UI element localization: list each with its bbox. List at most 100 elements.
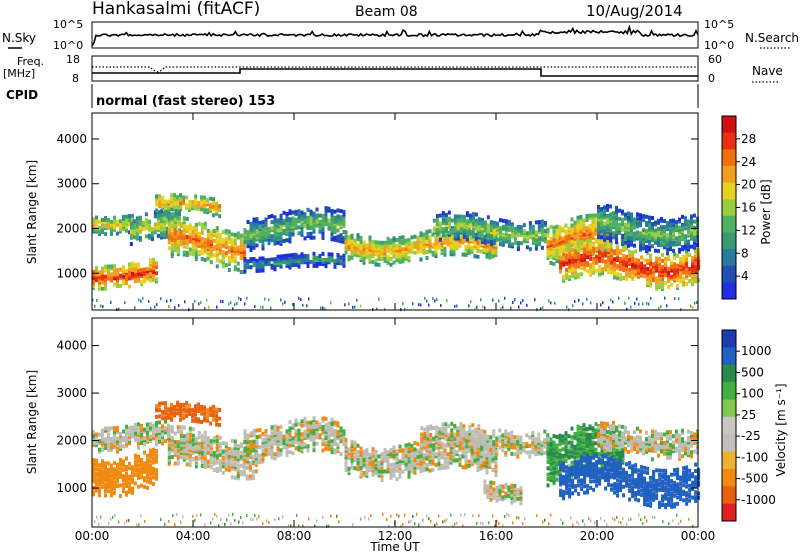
- velocity-echo-cell: [131, 434, 134, 439]
- velocity-echo-cell: [122, 435, 125, 440]
- velocity-echo-cell: [444, 430, 448, 435]
- velocity-echo-cell: [273, 439, 277, 444]
- power-echo-cell: [419, 231, 423, 236]
- velocity-echo-cell: [419, 467, 423, 471]
- velocity-echo-cell: [212, 413, 216, 418]
- velocity-echo-cell: [173, 452, 177, 457]
- velocity-echo-cell: [321, 431, 325, 436]
- power-scatter-cell: [608, 306, 610, 310]
- power-echo-cell: [401, 251, 405, 256]
- power-echo-cell: [592, 246, 596, 251]
- power-scatter-cell: [348, 302, 350, 306]
- velocity-echo-cell: [407, 472, 411, 477]
- velocity-echo-cell: [297, 445, 301, 450]
- power-scatter-cell: [434, 299, 436, 303]
- power-echo-cell: [648, 215, 651, 220]
- power-echo-cell: [347, 239, 351, 244]
- power-echo-cell: [676, 277, 680, 282]
- velocity-echo-cell: [456, 438, 460, 443]
- velocity-echo-cell: [221, 460, 225, 465]
- power-echo-cell: [471, 230, 475, 235]
- power-echo-cell: [654, 248, 657, 253]
- velocity-echo-cell: [116, 449, 119, 454]
- power-echo-cell: [333, 235, 337, 240]
- velocity-echo-cell: [149, 426, 152, 431]
- velocity-echo-cell: [170, 446, 174, 451]
- velocity-echo-cell: [344, 463, 348, 468]
- power-echo-cell: [519, 241, 523, 246]
- velocity-echo-cell: [294, 418, 298, 423]
- power-scatter-cell: [482, 305, 484, 309]
- power-echo-cell: [336, 208, 340, 213]
- velocity-echo-cell: [167, 436, 171, 441]
- velocity-echo-cell: [306, 427, 310, 432]
- velocity-echo-cell: [389, 454, 393, 459]
- power-echo-cell: [342, 257, 346, 262]
- velocity-echo-cell: [113, 426, 116, 431]
- velocity-echo-cell: [236, 446, 240, 451]
- power-echo-cell: [270, 238, 274, 243]
- velocity-echo-cell: [215, 460, 219, 465]
- power-scatter-cell: [298, 296, 300, 300]
- velocity-echo-cell: [146, 473, 149, 478]
- power-echo-cell: [297, 225, 301, 230]
- power-echo-cell: [537, 224, 541, 229]
- velocity-echo-cell: [440, 453, 444, 458]
- velocity-echo-cell: [410, 450, 414, 455]
- velocity-echo-cell: [425, 454, 429, 459]
- power-echo-cell: [312, 217, 316, 222]
- velocity-echo-cell: [143, 461, 146, 466]
- velocity-echo-cell: [479, 455, 483, 460]
- power-echo-cell: [191, 204, 195, 209]
- power-echo-cell: [236, 235, 240, 240]
- velocity-echo-cell: [95, 471, 98, 476]
- velocity-echo-cell: [458, 454, 462, 459]
- power-echo-cell: [239, 253, 243, 258]
- power-echo-cell: [438, 221, 442, 226]
- power-scatter-cell: [154, 305, 156, 309]
- velocity-echo-cell: [419, 454, 423, 459]
- power-echo-cell: [137, 278, 140, 283]
- velocity-echo-cell: [164, 409, 168, 414]
- velocity-echo-cell: [170, 415, 174, 420]
- velocity-echo-cell: [482, 454, 486, 459]
- velocity-echo-cell: [294, 429, 298, 434]
- velocity-echo-cell: [258, 460, 262, 465]
- velocity-echo-cell: [134, 433, 137, 438]
- power-echo-cell: [670, 260, 674, 265]
- power-echo-cell: [585, 214, 589, 218]
- velocity-echo-cell: [327, 432, 331, 437]
- power-echo-cell: [212, 253, 216, 258]
- power-echo-cell: [318, 229, 322, 234]
- velocity-echo-cell: [246, 452, 250, 457]
- power-echo-cell: [342, 218, 346, 222]
- velocity-echo-cell: [416, 465, 420, 470]
- power-echo-cell: [279, 225, 283, 230]
- velocity-echo-cell: [270, 455, 274, 460]
- power-echo-cell: [470, 249, 474, 254]
- power-echo-cell: [119, 267, 122, 272]
- power-echo-cell: [672, 248, 675, 253]
- power-echo-cell: [315, 213, 319, 218]
- velocity-echo-cell: [104, 482, 107, 487]
- velocity-echo-cell: [285, 450, 289, 455]
- power-scatter-cell: [178, 304, 180, 307]
- velocity-echo-cell: [246, 455, 250, 459]
- velocity-echo-cell: [125, 479, 128, 484]
- velocity-echo-cell: [321, 437, 325, 442]
- power-echo-cell: [161, 195, 165, 200]
- power-echo-cell: [693, 237, 696, 242]
- velocity-echo-cell: [167, 434, 171, 438]
- velocity-echo-cell: [167, 411, 171, 416]
- power-echo-cell: [116, 276, 119, 281]
- velocity-echo-cell: [110, 486, 113, 491]
- velocity-echo-cell: [113, 469, 116, 474]
- power-echo-cell: [598, 238, 602, 243]
- power-echo-cell: [95, 219, 98, 224]
- velocity-echo-cell: [206, 461, 210, 466]
- velocity-echo-cell: [443, 461, 447, 466]
- velocity-echo-cell: [218, 465, 222, 470]
- velocity-echo-cell: [371, 470, 375, 475]
- velocity-echo-cell: [191, 457, 195, 462]
- velocity-echo-cell: [297, 439, 301, 444]
